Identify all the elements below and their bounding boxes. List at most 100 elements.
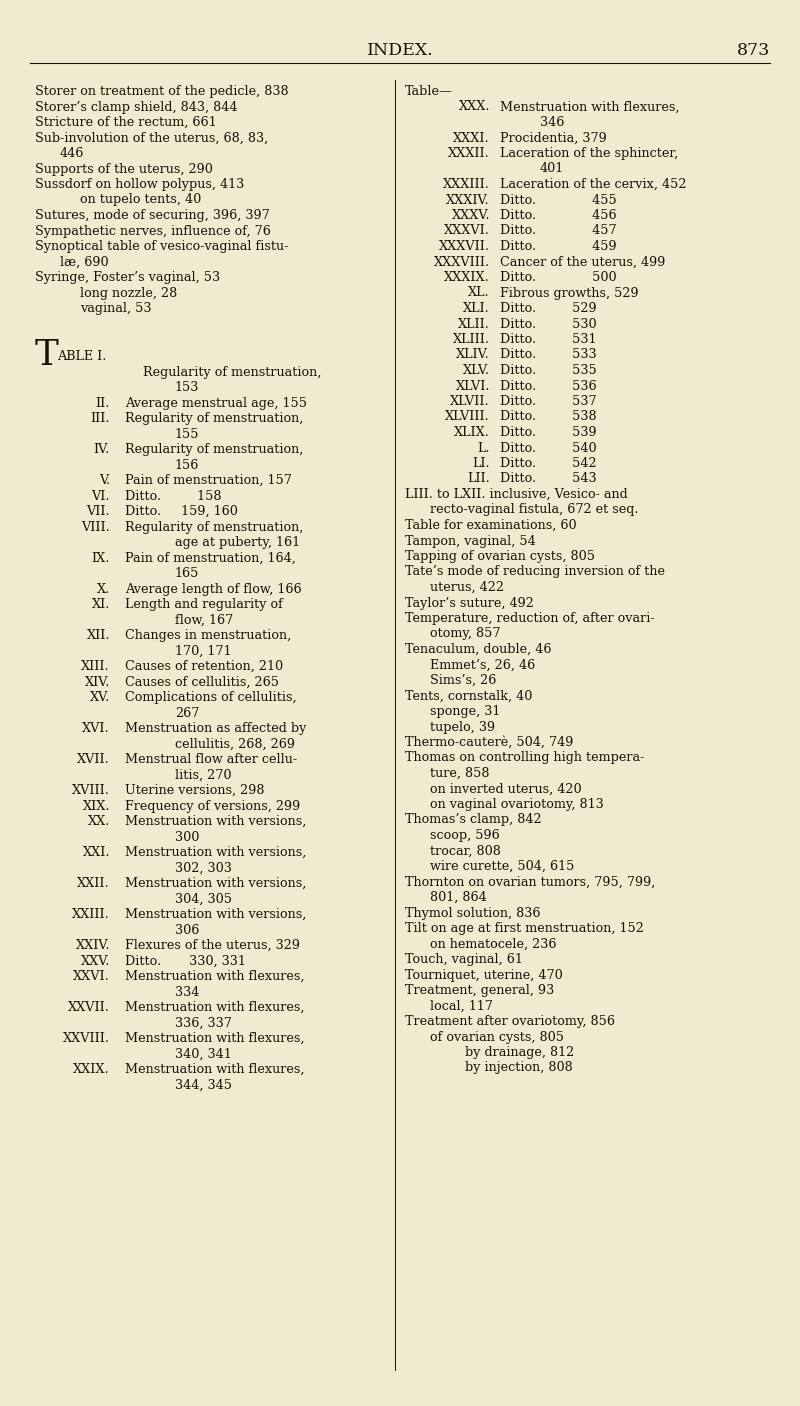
Text: XI.: XI. <box>92 598 110 612</box>
Text: XVIII.: XVIII. <box>72 785 110 797</box>
Text: 302, 303: 302, 303 <box>175 862 232 875</box>
Text: XIV.: XIV. <box>85 675 110 689</box>
Text: sponge, 31: sponge, 31 <box>430 704 500 718</box>
Text: Regularity of menstruation,: Regularity of menstruation, <box>125 443 303 456</box>
Text: Thornton on ovarian tumors, 795, 799,: Thornton on ovarian tumors, 795, 799, <box>405 876 655 889</box>
Text: Sub-involution of the uterus, 68, 83,: Sub-involution of the uterus, 68, 83, <box>35 132 268 145</box>
Text: L.: L. <box>478 441 490 454</box>
Text: Syringe, Foster’s vaginal, 53: Syringe, Foster’s vaginal, 53 <box>35 271 220 284</box>
Text: Tents, cornstalk, 40: Tents, cornstalk, 40 <box>405 689 532 703</box>
Text: Ditto.         543: Ditto. 543 <box>500 472 597 485</box>
Text: Ditto.         542: Ditto. 542 <box>500 457 597 470</box>
Text: Thomas on controlling high tempera-: Thomas on controlling high tempera- <box>405 751 644 765</box>
Text: XXIII.: XXIII. <box>72 908 110 921</box>
Text: Synoptical table of vesico-vaginal fistu-: Synoptical table of vesico-vaginal fistu… <box>35 240 288 253</box>
Text: XXVI.: XXVI. <box>74 970 110 983</box>
Text: XXVIII.: XXVIII. <box>63 1032 110 1045</box>
Text: 340, 341: 340, 341 <box>175 1047 232 1060</box>
Text: XLIV.: XLIV. <box>456 349 490 361</box>
Text: IX.: IX. <box>92 551 110 565</box>
Text: trocar, 808: trocar, 808 <box>430 845 501 858</box>
Text: XLII.: XLII. <box>458 318 490 330</box>
Text: of ovarian cysts, 805: of ovarian cysts, 805 <box>430 1031 564 1043</box>
Text: Pain of menstruation, 164,: Pain of menstruation, 164, <box>125 551 296 565</box>
Text: Table for examinations, 60: Table for examinations, 60 <box>405 519 577 531</box>
Text: XVI.: XVI. <box>82 723 110 735</box>
Text: recto-vaginal fistula, 672 et seq.: recto-vaginal fistula, 672 et seq. <box>430 503 638 516</box>
Text: Ditto.         538: Ditto. 538 <box>500 411 597 423</box>
Text: Menstruation with flexures,: Menstruation with flexures, <box>125 1032 305 1045</box>
Text: Treatment, general, 93: Treatment, general, 93 <box>405 984 554 997</box>
Text: flow, 167: flow, 167 <box>175 613 234 627</box>
Text: XL.: XL. <box>468 287 490 299</box>
Text: Ditto.         537: Ditto. 537 <box>500 395 597 408</box>
Text: Menstruation with flexures,: Menstruation with flexures, <box>500 100 679 114</box>
Text: T: T <box>35 337 59 371</box>
Text: Menstrual flow after cellu-: Menstrual flow after cellu- <box>125 754 297 766</box>
Text: LIII. to LXII. inclusive, Vesico- and: LIII. to LXII. inclusive, Vesico- and <box>405 488 628 501</box>
Text: Ditto.         529: Ditto. 529 <box>500 302 597 315</box>
Text: Ditto.         158: Ditto. 158 <box>125 489 222 502</box>
Text: on vaginal ovariotomy, 813: on vaginal ovariotomy, 813 <box>430 799 604 811</box>
Text: Touch, vaginal, 61: Touch, vaginal, 61 <box>405 953 523 966</box>
Text: Thymol solution, 836: Thymol solution, 836 <box>405 907 541 920</box>
Text: Changes in menstruation,: Changes in menstruation, <box>125 628 291 643</box>
Text: Menstruation with versions,: Menstruation with versions, <box>125 877 306 890</box>
Text: Causes of cellulitis, 265: Causes of cellulitis, 265 <box>125 675 279 689</box>
Text: Ditto.         539: Ditto. 539 <box>500 426 597 439</box>
Text: ture, 858: ture, 858 <box>430 768 490 780</box>
Text: Causes of retention, 210: Causes of retention, 210 <box>125 659 283 673</box>
Text: VIII.: VIII. <box>82 520 110 533</box>
Text: Flexures of the uterus, 329: Flexures of the uterus, 329 <box>125 939 300 952</box>
Text: Storer’s clamp shield, 843, 844: Storer’s clamp shield, 843, 844 <box>35 100 238 114</box>
Text: Laceration of the sphincter,: Laceration of the sphincter, <box>500 148 678 160</box>
Text: XXXII.: XXXII. <box>448 148 490 160</box>
Text: tupelo, 39: tupelo, 39 <box>430 720 495 734</box>
Text: VI.: VI. <box>91 489 110 502</box>
Text: Average menstrual age, 155: Average menstrual age, 155 <box>125 396 307 409</box>
Text: Thomas’s clamp, 842: Thomas’s clamp, 842 <box>405 814 542 827</box>
Text: Menstruation with flexures,: Menstruation with flexures, <box>125 970 305 983</box>
Text: Ditto.              500: Ditto. 500 <box>500 271 617 284</box>
Text: INDEX.: INDEX. <box>366 42 434 59</box>
Text: Tourniquet, uterine, 470: Tourniquet, uterine, 470 <box>405 969 562 981</box>
Text: XXXIX.: XXXIX. <box>444 271 490 284</box>
Text: Procidentia, 379: Procidentia, 379 <box>500 132 606 145</box>
Text: XXII.: XXII. <box>78 877 110 890</box>
Text: 153: 153 <box>175 381 199 394</box>
Text: 304, 305: 304, 305 <box>175 893 232 905</box>
Text: Ditto.         531: Ditto. 531 <box>500 333 597 346</box>
Text: Storer on treatment of the pedicle, 838: Storer on treatment of the pedicle, 838 <box>35 84 289 98</box>
Text: XXIX.: XXIX. <box>74 1063 110 1076</box>
Text: LI.: LI. <box>472 457 490 470</box>
Text: Tilt on age at first menstruation, 152: Tilt on age at first menstruation, 152 <box>405 922 644 935</box>
Text: Sympathetic nerves, influence of, 76: Sympathetic nerves, influence of, 76 <box>35 225 271 238</box>
Text: Uterine versions, 298: Uterine versions, 298 <box>125 785 265 797</box>
Text: Menstruation with versions,: Menstruation with versions, <box>125 908 306 921</box>
Text: Frequency of versions, 299: Frequency of versions, 299 <box>125 800 300 813</box>
Text: XLVIII.: XLVIII. <box>446 411 490 423</box>
Text: XV.: XV. <box>90 692 110 704</box>
Text: XXXVIII.: XXXVIII. <box>434 256 490 269</box>
Text: Ditto.              457: Ditto. 457 <box>500 225 617 238</box>
Text: Ditto.         530: Ditto. 530 <box>500 318 597 330</box>
Text: Regularity of menstruation,: Regularity of menstruation, <box>125 412 303 425</box>
Text: Ditto.              459: Ditto. 459 <box>500 240 617 253</box>
Text: XLVI.: XLVI. <box>455 380 490 392</box>
Text: XLV.: XLV. <box>463 364 490 377</box>
Text: læ, 690: læ, 690 <box>60 256 109 269</box>
Text: Menstruation as affected by: Menstruation as affected by <box>125 723 306 735</box>
Text: Menstruation with versions,: Menstruation with versions, <box>125 815 306 828</box>
Text: Ditto.         536: Ditto. 536 <box>500 380 597 392</box>
Text: Cancer of the uterus, 499: Cancer of the uterus, 499 <box>500 256 666 269</box>
Text: XXXV.: XXXV. <box>451 209 490 222</box>
Text: Table—: Table— <box>405 84 453 98</box>
Text: Supports of the uterus, 290: Supports of the uterus, 290 <box>35 163 213 176</box>
Text: IV.: IV. <box>94 443 110 456</box>
Text: scoop, 596: scoop, 596 <box>430 830 500 842</box>
Text: XII.: XII. <box>86 628 110 643</box>
Text: 346: 346 <box>540 117 564 129</box>
Text: litis, 270: litis, 270 <box>175 769 231 782</box>
Text: Temperature, reduction of, after ovari-: Temperature, reduction of, after ovari- <box>405 612 654 626</box>
Text: Pain of menstruation, 157: Pain of menstruation, 157 <box>125 474 292 486</box>
